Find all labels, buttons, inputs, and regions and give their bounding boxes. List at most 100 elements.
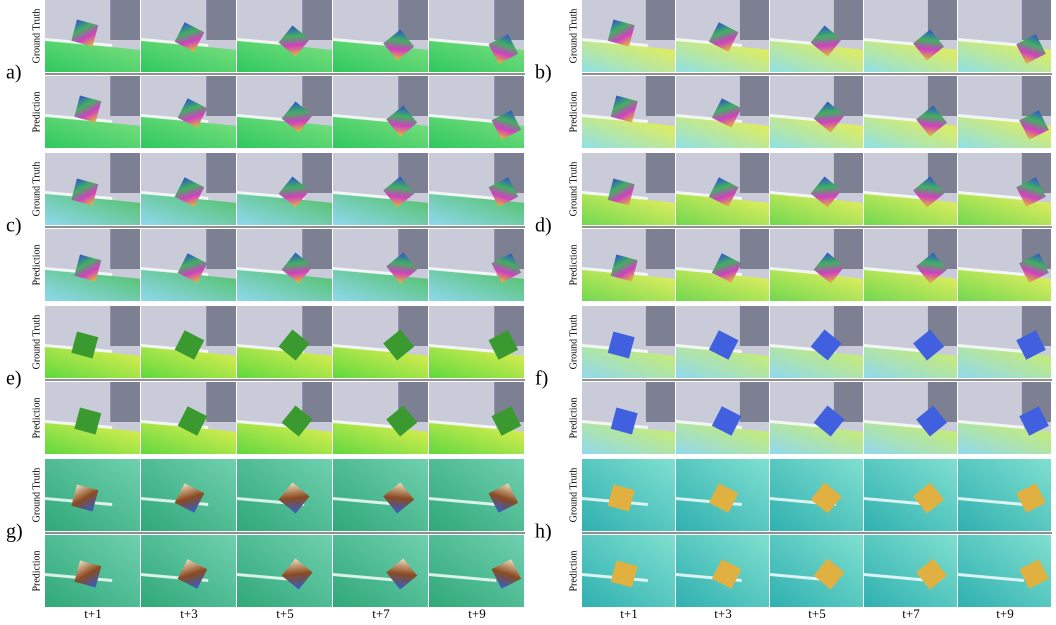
frame-image [45,76,141,148]
column-label: t+1 [620,606,637,621]
wall-shadow [110,0,141,40]
frame-image [333,535,429,607]
frame-image [237,153,333,225]
frame-image [958,382,1052,454]
wall-shadow [740,306,770,346]
column-label: t+3 [714,606,731,621]
frame-image [333,229,429,301]
column-label: t+3 [180,606,197,621]
column-label: t+1 [84,606,101,621]
wall-shadow [110,153,141,193]
row-label: Ground Truth [31,9,42,64]
frame-image [676,535,770,607]
wall-shadow [494,76,525,116]
wall-shadow [206,306,237,346]
frame-image [141,76,237,148]
wall-shadow [1022,76,1052,116]
frame-image [958,229,1052,301]
wall-shadow [302,153,333,193]
column-label: t+7 [372,606,390,621]
frame-image [582,535,676,607]
frame-image [45,0,141,72]
frame-image [141,535,237,607]
wall-shadow [1022,0,1052,40]
wall-shadow [110,382,141,422]
row-label: Ground Truth [31,315,42,370]
wall-shadow [834,76,864,116]
frame-image [237,306,333,378]
frame-image [958,76,1052,148]
panel-label: b) [535,62,552,84]
frame-image [676,0,770,72]
frame-image [770,382,864,454]
frame-image [429,459,525,531]
wall-shadow [302,0,333,40]
wall-shadow [740,229,770,269]
frame-image [582,76,676,148]
wall-shadow [206,153,237,193]
frame-image [333,306,429,378]
frame-image [582,229,676,301]
frame-image [582,0,676,72]
frame-image [770,76,864,148]
frame-image [676,306,770,378]
frame-image [582,382,676,454]
frame-image [676,459,770,531]
frame-image [770,0,864,72]
frame-image [141,229,237,301]
floor [333,459,429,531]
row-label: Prediction [31,244,42,285]
frame-image [958,459,1052,531]
frame-image [141,0,237,72]
frame-image [676,76,770,148]
row-label: Prediction [31,91,42,132]
wall-shadow [646,0,676,40]
frame-image [958,0,1052,72]
frame-image [864,306,958,378]
frame-image [237,229,333,301]
row-label: Prediction [31,397,42,438]
row-label: Ground Truth [568,162,579,217]
frame-image [429,153,525,225]
figure: a)Ground TruthPredictionb)Ground TruthPr… [0,0,1056,625]
wall-shadow [646,382,676,422]
frame-image [864,229,958,301]
row-label: Prediction [568,397,579,438]
row-label: Ground Truth [568,9,579,64]
frame-image [770,306,864,378]
frame-image [770,459,864,531]
frame-image [333,76,429,148]
frame-image [237,76,333,148]
frame-image [333,153,429,225]
frame-image [429,382,525,454]
frame-image [429,0,525,72]
frame-image [676,382,770,454]
row-label: Ground Truth [568,468,579,523]
wall-shadow [110,76,141,116]
frame-image [958,153,1052,225]
wall-shadow [740,382,770,422]
wall-shadow [206,229,237,269]
panel-label: f) [535,368,548,390]
wall-shadow [494,0,525,40]
frame-image [45,229,141,301]
panel-label: e) [6,368,22,390]
frame-image [676,153,770,225]
frame-image [864,153,958,225]
row-label: Ground Truth [31,468,42,523]
frame-image [864,0,958,72]
column-label: t+5 [276,606,293,621]
frame-image [429,535,525,607]
wall-shadow [740,76,770,116]
wall-shadow [834,153,864,193]
frame-image [429,229,525,301]
wall-shadow [834,0,864,40]
wall-shadow [206,382,237,422]
frame-image [45,306,141,378]
wall-shadow [740,153,770,193]
wall-shadow [740,0,770,40]
frame-image [429,306,525,378]
column-label: t+9 [468,606,485,621]
frame-image [333,459,429,531]
floor [237,535,333,607]
